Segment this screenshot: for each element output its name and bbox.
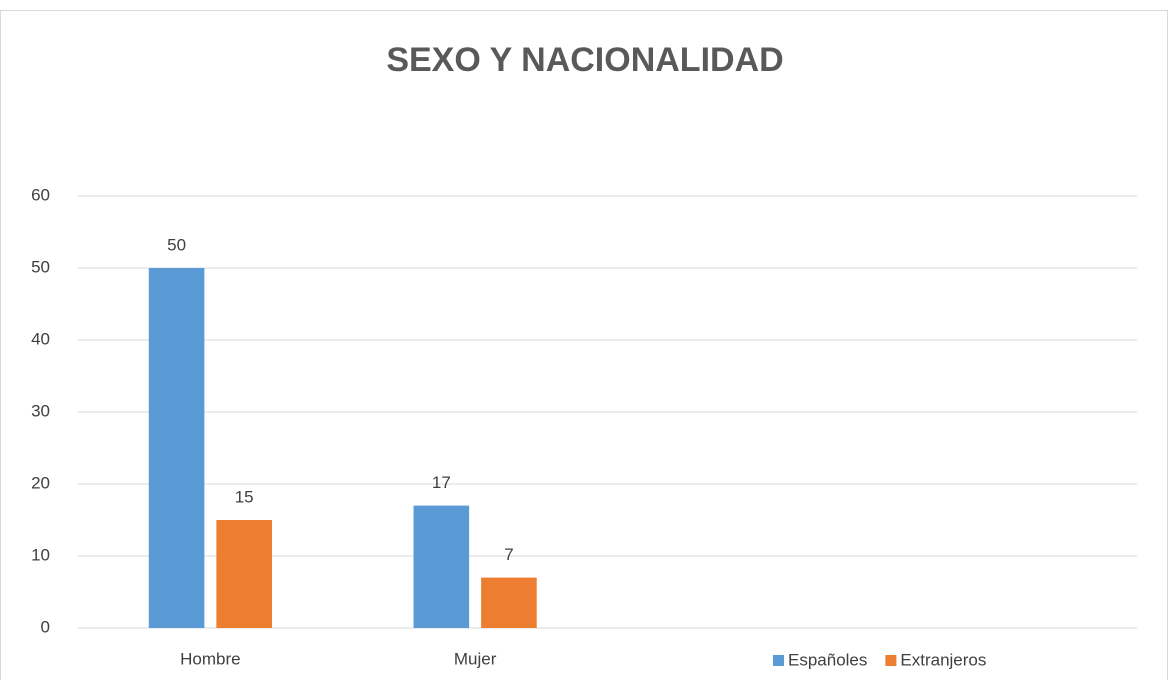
legend-swatch [773,655,784,666]
data-label: 15 [235,487,254,506]
bar [413,505,470,628]
data-label: 17 [432,473,451,492]
y-tick-label: 10 [31,545,50,564]
y-tick-label: 40 [31,329,50,348]
chart-title: SEXO Y NACIONALIDAD [386,41,783,79]
bar [148,268,205,628]
y-tick-label: 50 [31,257,50,276]
y-tick-label: 60 [31,185,50,204]
y-tick-label: 20 [31,473,50,492]
y-tick-label: 0 [41,617,50,636]
x-tick-label: Hombre [180,649,240,668]
data-label: 7 [504,545,513,564]
legend-swatch [885,655,897,666]
data-label: 50 [167,235,186,254]
legend-label: Extranjeros [900,650,986,669]
y-tick-label: 30 [31,401,50,420]
bar [216,520,272,628]
bar [481,577,537,628]
legend-label: Españoles [788,650,867,669]
x-tick-label: Mujer [454,649,497,668]
